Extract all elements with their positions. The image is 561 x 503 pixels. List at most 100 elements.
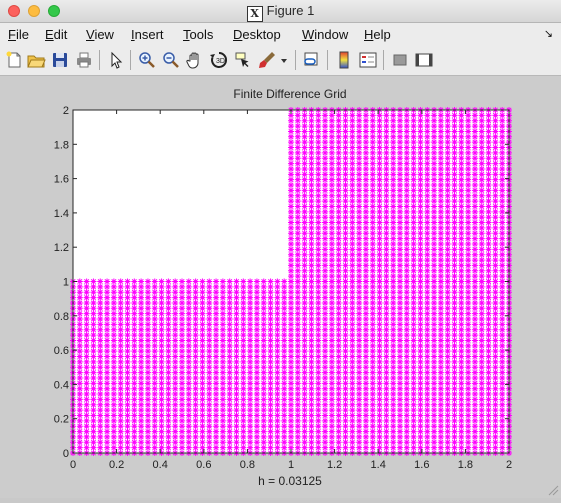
grid-point — [369, 182, 376, 189]
grid-point — [499, 310, 506, 317]
rotate-3d-icon[interactable]: 3D — [209, 50, 229, 70]
grid-point — [492, 208, 499, 215]
grid-point — [458, 428, 465, 435]
grid-point — [240, 278, 247, 285]
grid-point — [403, 214, 410, 221]
edit-plot-icon[interactable] — [106, 50, 126, 70]
open-file-icon[interactable] — [26, 50, 46, 70]
grid-point — [397, 240, 403, 247]
grid-point — [410, 316, 417, 323]
maximize-window-button[interactable] — [48, 5, 60, 17]
brush-dropdown-icon[interactable] — [279, 50, 289, 70]
grid-point — [397, 128, 403, 135]
grid-point — [431, 428, 438, 435]
brush-icon[interactable] — [257, 50, 277, 70]
grid-point — [151, 358, 158, 365]
grid-point — [437, 316, 444, 323]
zoom-out-icon[interactable] — [161, 50, 181, 70]
grid-point — [281, 391, 288, 398]
grid-point — [499, 246, 506, 253]
grid-point — [349, 240, 356, 247]
grid-point — [97, 348, 104, 355]
grid-point — [308, 358, 315, 365]
grid-point — [90, 294, 97, 301]
grid-point — [172, 337, 179, 344]
menu-view[interactable]: View — [86, 27, 114, 42]
grid-point — [308, 407, 315, 414]
grid-point — [485, 310, 492, 317]
grid-point — [322, 144, 329, 151]
grid-point — [431, 407, 438, 414]
menu-insert[interactable]: Insert — [131, 27, 164, 42]
grid-point — [444, 423, 451, 430]
hide-plot-tools-icon[interactable] — [390, 50, 410, 70]
menu-file[interactable]: File — [8, 27, 29, 42]
grid-point — [431, 251, 438, 258]
grid-point — [117, 374, 124, 381]
grid-point — [465, 224, 472, 231]
grid-point — [444, 396, 451, 403]
menu-window[interactable]: Window — [302, 27, 348, 42]
insert-colorbar-icon[interactable] — [334, 50, 354, 70]
grid-point — [417, 407, 424, 414]
pan-icon[interactable] — [185, 50, 205, 70]
grid-point — [281, 332, 288, 339]
grid-point — [253, 396, 260, 403]
grid-point — [83, 299, 90, 306]
print-icon[interactable] — [74, 50, 94, 70]
grid-point — [349, 149, 356, 156]
menu-overflow-arrow-icon[interactable]: ↘ — [543, 28, 553, 40]
menu-desktop[interactable]: Desktop — [233, 27, 281, 42]
grid-point — [417, 208, 424, 215]
grid-point — [90, 391, 97, 398]
grid-point — [315, 139, 322, 146]
data-cursor-icon[interactable] — [233, 50, 253, 70]
menu-edit[interactable]: Edit — [45, 27, 67, 42]
grid-point — [362, 283, 369, 290]
close-window-button[interactable] — [8, 5, 20, 17]
grid-point — [342, 401, 349, 408]
grid-point — [138, 278, 145, 285]
link-plot-icon[interactable] — [302, 50, 322, 70]
grid-point — [165, 374, 172, 381]
grid-point — [110, 321, 117, 328]
grid-point — [104, 364, 111, 371]
grid-point — [233, 358, 240, 365]
grid-point — [403, 433, 410, 440]
grid-point — [492, 187, 499, 194]
grid-point — [390, 112, 397, 119]
minimize-window-button[interactable] — [28, 5, 40, 17]
grid-point — [424, 182, 431, 189]
save-icon[interactable] — [50, 50, 70, 70]
grid-point — [397, 439, 403, 446]
grid-point — [397, 321, 403, 328]
resize-grip-icon[interactable] — [545, 482, 559, 496]
grid-point — [437, 396, 444, 403]
grid-point — [144, 444, 151, 451]
grid-point — [471, 192, 478, 199]
grid-point — [369, 342, 376, 349]
zoom-in-icon[interactable] — [137, 50, 157, 70]
grid-point — [83, 423, 90, 430]
grid-point — [383, 342, 390, 349]
grid-point — [315, 380, 322, 387]
grid-point — [110, 299, 117, 306]
grid-point — [492, 267, 499, 274]
grid-point — [185, 380, 192, 387]
grid-point — [431, 139, 438, 146]
insert-legend-icon[interactable] — [358, 50, 378, 70]
grid-point — [335, 444, 342, 451]
grid-point — [206, 407, 213, 414]
grid-point — [97, 439, 104, 446]
new-figure-icon[interactable] — [4, 50, 24, 70]
grid-point — [383, 187, 390, 194]
grid-point — [240, 332, 247, 339]
grid-point — [90, 385, 97, 392]
menu-help[interactable]: Help — [364, 27, 391, 42]
grid-point — [144, 299, 151, 306]
grid-point — [83, 444, 90, 451]
menu-tools[interactable]: Tools — [183, 27, 213, 42]
grid-point — [172, 299, 179, 306]
show-plot-tools-icon[interactable] — [414, 50, 434, 70]
grid-point — [274, 364, 281, 371]
